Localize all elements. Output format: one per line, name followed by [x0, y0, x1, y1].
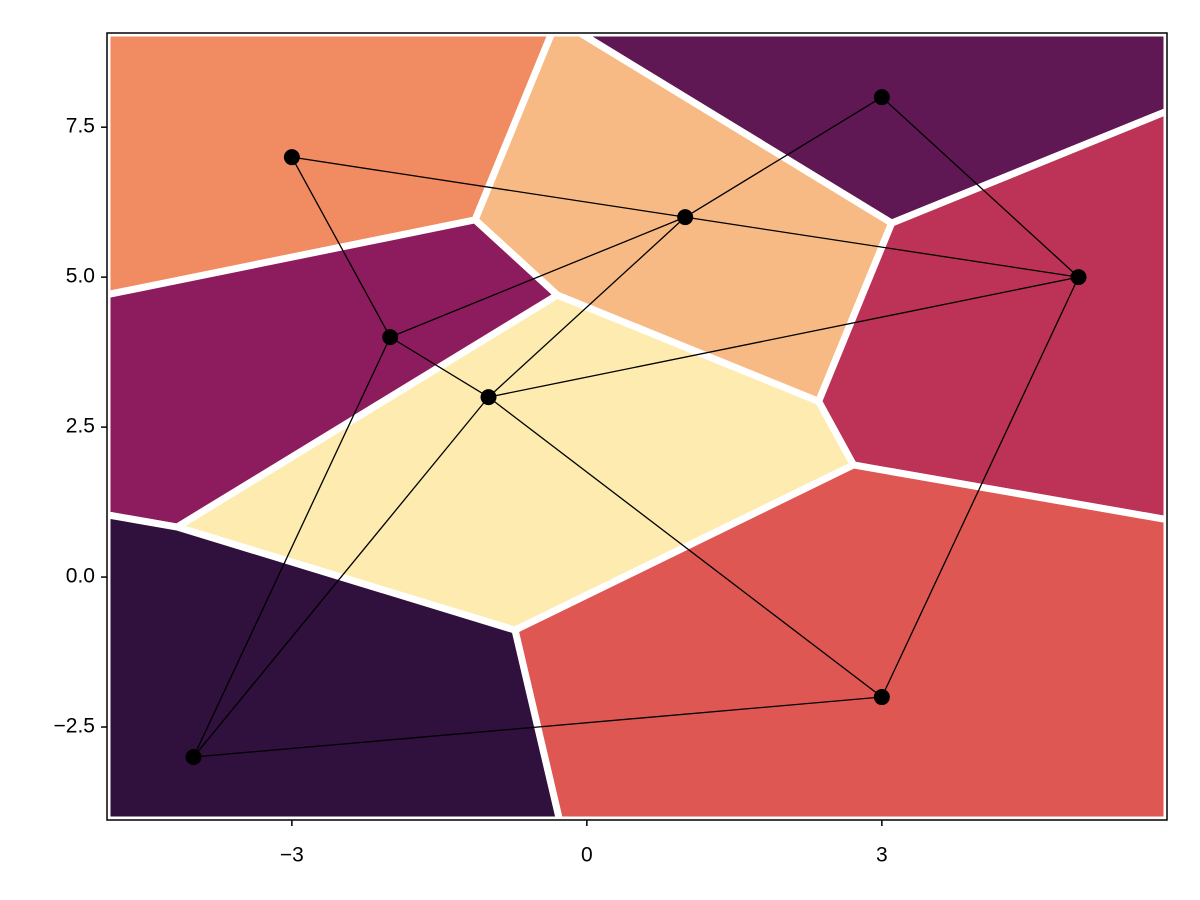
- delaunay-edge: [193, 396, 490, 758]
- y-tick-label: 7.5: [66, 115, 95, 138]
- point: [480, 389, 497, 406]
- delaunay-edge: [389, 216, 686, 338]
- x-tick-label: 3: [876, 844, 888, 867]
- y-tick-label: −2.5: [54, 715, 95, 738]
- y-tick-label: 2.5: [66, 415, 95, 438]
- y-tick-label: 0.0: [66, 565, 95, 588]
- point: [873, 89, 890, 106]
- x-tick-label: 0: [581, 844, 593, 867]
- delaunay-edge: [291, 156, 686, 218]
- point: [677, 209, 694, 226]
- delaunay-edge: [488, 276, 1079, 398]
- delaunay-edge: [192, 336, 391, 758]
- delaunay-edge: [488, 396, 883, 698]
- delaunay-edge: [881, 276, 1080, 698]
- x-tick-label: −3: [280, 844, 304, 867]
- point: [382, 329, 399, 346]
- point: [283, 149, 300, 166]
- point: [185, 749, 202, 766]
- delaunay-edge: [193, 696, 882, 758]
- point: [1070, 269, 1087, 286]
- delaunay-edge: [684, 96, 883, 218]
- delaunay-edge: [389, 336, 489, 398]
- delaunay-edge: [881, 96, 1079, 278]
- y-tick-label: 5.0: [66, 265, 95, 288]
- delaunay-edge: [488, 216, 686, 398]
- delaunay-edge: [685, 216, 1079, 278]
- point: [873, 689, 890, 706]
- delaunay-edge: [291, 156, 391, 338]
